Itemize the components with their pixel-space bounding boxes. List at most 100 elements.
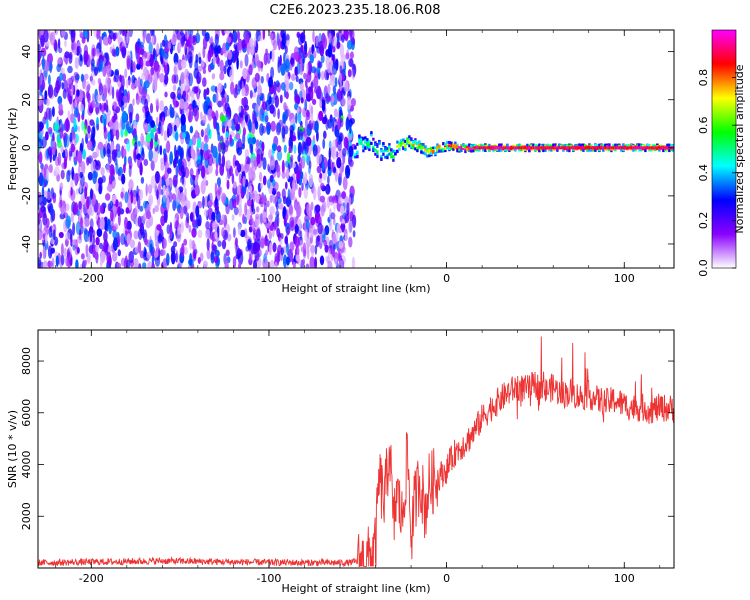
spectrogram-cell [504,146,507,150]
spectrogram-cell [376,152,379,156]
spectrogram-cell [426,154,429,158]
spectrogram-cell [123,163,126,174]
spectrogram-cell [259,123,264,136]
spectrogram-cell [210,85,216,92]
spectrogram-cell [217,131,221,142]
spectrogram-cell [506,146,509,150]
spectrogram-cell [650,148,653,152]
spectrogram-cell [384,149,387,153]
spectrogram-cell [63,247,67,258]
spectrogram-cell [295,112,298,124]
spectrogram-cell [40,205,46,213]
spectrogram-cell [656,146,659,150]
spectrogram-cell [526,146,529,150]
spectrogram-cell [84,73,89,80]
spectrogram-cell [362,145,365,149]
spectrogram-cell [378,141,381,145]
spectrogram-cell [132,195,137,205]
spectrogram-cell [408,135,411,139]
spectrogram-cell [155,241,160,249]
spectrogram-cell [620,146,623,150]
spectrogram-cell [305,263,310,268]
spectrogram-cell [257,84,263,98]
spectrogram-cell [602,146,605,150]
spectrogram-cell [292,131,296,140]
spectrogram-cell [40,163,44,170]
spectrogram-cell [458,146,461,150]
spectrogram-cell [64,51,70,59]
spectrogram-y-ticks: -40 -20 0 20 40 [20,45,674,253]
spectrogram-cell [230,81,235,95]
spectrogram-cell [398,144,401,148]
spectrogram-cell [171,193,176,201]
spectrogram-cell [133,148,137,161]
spectrogram-cell [628,144,631,148]
figure-title: C2E6.2023.235.18.06.R08 [269,3,440,18]
spectrogram-cells [38,30,674,268]
spectrogram-cell [98,83,104,96]
spectrogram-cell [221,192,227,204]
spectrogram-cell [124,129,128,137]
spectrogram-cell [664,146,667,150]
colorbar-tick-label: 0.2 [697,212,710,230]
spectrogram-cell [333,217,336,226]
spectrogram-cell [99,204,104,214]
spectrogram-cell [422,144,425,148]
spectrogram-cell [193,86,199,94]
spectrogram-cell [374,141,377,145]
spectrogram-cell [309,257,315,268]
spectrogram-cell [86,90,89,99]
spectrogram-cell [596,146,599,150]
spectrogram-cell [173,158,177,168]
spectrogram-cell [205,227,211,239]
spectrogram-cell [321,161,325,172]
spectrogram-cell [614,146,617,150]
spectrogram-cell [92,247,96,259]
spectrogram-cell [306,111,311,121]
spectrogram-cell [325,183,331,195]
spectrogram-cell [159,145,163,156]
spectrogram-cell [488,143,491,147]
spectrogram-cell [258,35,263,42]
spectrogram-cell [148,194,154,206]
spectrogram-frame [37,29,675,269]
spectrogram-cell [189,125,194,134]
spectrogram-cell [189,253,193,267]
spectrogram-cell [197,138,201,149]
spectrogram-cell [39,122,44,130]
spectrogram-cell [184,77,190,91]
spectrogram-cell [396,149,399,153]
spectrogram-cell [306,242,310,255]
spectrogram-cell [272,242,277,253]
spectrogram-cell [332,139,337,151]
spectrogram-cell [216,45,221,55]
spectrogram-cell [578,143,581,147]
spectrogram-cell [241,97,244,106]
spectrogram-cell [235,132,241,140]
spectrogram-cell [328,195,334,203]
spectrogram-cell [126,121,132,132]
spectrogram-cell [154,255,161,267]
spectrogram-cell [562,146,565,150]
spectrogram-cell [175,30,178,35]
spectrogram-cell [392,149,395,153]
spectrogram-cell [347,220,353,234]
spectrogram-cell [476,146,479,150]
spectrogram-cell [618,146,621,150]
spectrogram-cell [210,251,215,264]
spectrogram-cell [139,78,143,87]
spectrogram-cell [47,74,51,86]
spectrogram-cell [103,218,108,231]
spectrogram-cell [324,225,330,236]
spectrogram-cell [358,139,361,143]
spectrogram-cell [339,118,344,128]
spectrogram-cell [50,248,53,256]
spectrogram-cell [59,200,65,214]
spectrogram-cell [470,149,473,153]
spectrogram-cell [464,150,467,154]
spectrogram-cell [46,192,52,201]
spectrogram-cell [174,131,179,142]
spectrogram-cell [468,149,471,153]
spectrogram-cell [326,63,331,74]
